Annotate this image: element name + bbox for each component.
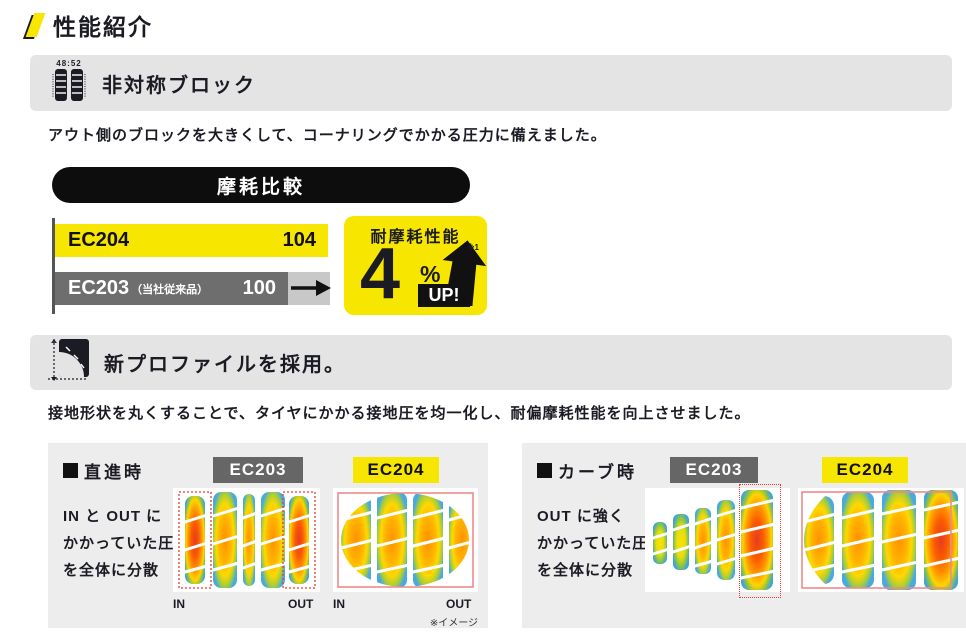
profile-description: 接地形状を丸くすることで、タイヤにかかる接地圧を均一化し、耐偏摩耗性能を向上させ… — [48, 405, 751, 422]
label-in: IN — [333, 597, 345, 611]
panel-curve: カーブ時 EC203 EC204 OUT に強く かかっていた圧力 を全体に分散 — [522, 443, 966, 628]
badge-footnote: ※1 — [466, 243, 479, 252]
section-bar-new-profile: 新プロファイルを採用。 — [30, 335, 952, 390]
bar-ec204-label: EC204 — [68, 229, 130, 251]
bar-ec203-label: EC203 — [68, 277, 130, 299]
page-title: 性能紹介 — [53, 14, 153, 40]
wear-comparison-title: 摩耗比較 — [52, 167, 470, 203]
comparison-arrow-icon — [291, 280, 331, 296]
panel-curve-title: カーブ時 — [558, 463, 637, 482]
wear-performance-badge: 耐摩耗性能 ※1 4 % UP! — [344, 216, 487, 315]
section-bar-asymmetric-block: 48:52 非対称ブロック — [30, 55, 952, 111]
image-disclaimer: ※イメージ — [429, 618, 478, 629]
chip-ec203: EC203 — [213, 457, 303, 483]
section-heading-profile: 新プロファイルを採用。 — [104, 354, 346, 376]
heatmap-ec204-curve — [798, 488, 964, 592]
label-out: OUT — [288, 597, 314, 611]
badge-title: 耐摩耗性能 — [370, 229, 461, 246]
yellow-slash-icon — [25, 13, 46, 37]
black-square-bullet — [63, 463, 78, 478]
bar-ec203: EC203 （当社従来品） 100 — [55, 272, 288, 305]
badge-value: 4 — [360, 234, 400, 314]
block-description: アウト側のブロックを大きくして、コーナリングでかかる圧力に備えました。 — [48, 127, 607, 144]
page-header: 性能紹介 — [25, 8, 153, 42]
profile-radius-icon — [46, 337, 92, 388]
heatmap-ec203-straight — [173, 488, 320, 592]
tread-ratio-label: 48:52 — [56, 59, 82, 68]
bar-ec203-value: 100 — [242, 277, 276, 299]
section-heading-block: 非対称ブロック — [102, 74, 256, 97]
badge-percent: % — [420, 261, 441, 287]
panel-straight: 直進時 EC203 EC204 IN と OUT に かかっていた圧力 を全体に… — [48, 443, 488, 629]
bar-ec203-sublabel: （当社従来品） — [131, 283, 209, 296]
bar-ec204: EC204 104 — [55, 224, 328, 257]
out-rib-highlight — [739, 484, 781, 598]
bar-ec204-value: 104 — [282, 229, 316, 251]
chart-axis — [52, 218, 55, 314]
chip-ec204: EC204 — [822, 457, 908, 483]
tread-pattern-icon: 48:52 — [46, 59, 92, 107]
panel-curve-caption: OUT に強く かかっていた圧力 を全体に分散 — [537, 508, 665, 579]
heatmap-ec203-curve — [645, 488, 790, 592]
panel-straight-caption: IN と OUT に かかっていた圧力 を全体に分散 — [63, 508, 191, 579]
label-in: IN — [173, 597, 185, 611]
label-out: OUT — [446, 597, 472, 611]
chip-ec204: EC204 — [353, 457, 439, 483]
badge-up-label: UP! — [418, 284, 470, 307]
panel-straight-title: 直進時 — [84, 463, 144, 482]
chip-ec203: EC203 — [670, 457, 758, 483]
black-square-bullet — [537, 463, 552, 478]
heatmap-ec204-straight — [333, 488, 478, 592]
